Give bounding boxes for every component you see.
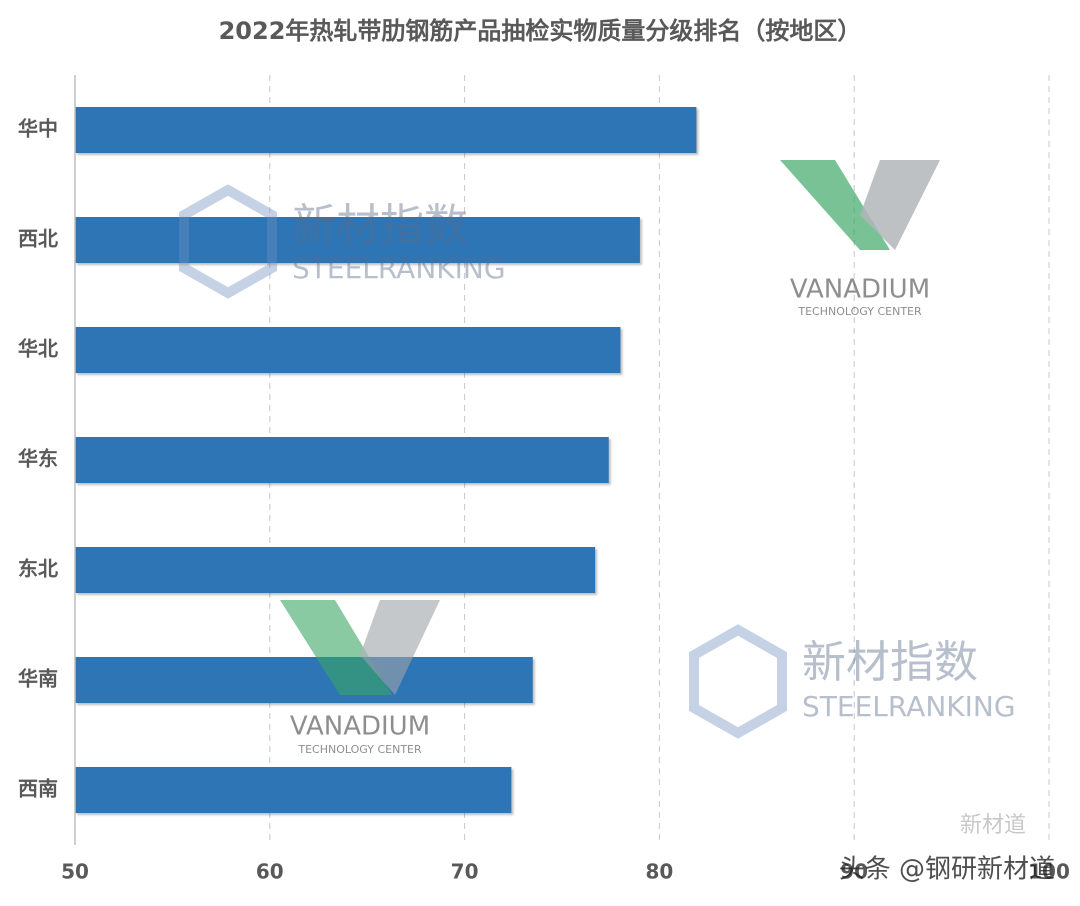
y-tick-label: 华南 — [18, 667, 58, 691]
bar — [75, 437, 609, 483]
bar — [75, 657, 533, 703]
watermark-text: VANADIUM — [290, 712, 430, 742]
y-tick-label: 西北 — [18, 227, 58, 251]
watermark-text: 新材指数 — [292, 200, 468, 251]
bar — [75, 217, 640, 263]
watermark-text: 头条 @钢研新材道 — [839, 855, 1055, 885]
chart-title: 2022年热轧带肋钢筋产品抽检实物质量分级排名（按地区） — [219, 17, 862, 45]
x-tick-label: 60 — [256, 860, 284, 884]
x-tick-label: 50 — [61, 860, 89, 884]
y-tick-label: 东北 — [18, 557, 58, 581]
x-tick-label: 100 — [1028, 860, 1070, 884]
watermark-text: 新材道 — [960, 813, 1026, 838]
x-tick-label: 70 — [451, 860, 479, 884]
bar — [75, 767, 512, 813]
watermark-text: STEELRANKING — [292, 252, 506, 285]
watermark-logo — [780, 160, 890, 250]
x-tick-label: 80 — [645, 860, 673, 884]
bar — [75, 547, 596, 593]
y-tick-label: 华北 — [18, 337, 58, 361]
y-tick-label: 西南 — [18, 777, 58, 801]
watermark-logo — [360, 600, 440, 695]
watermark-text: VANADIUM — [790, 275, 930, 305]
watermark: 新材指数 STEELRANKING 新材指数 STEELRANKING VANA… — [179, 160, 1055, 885]
y-tick-label: 华东 — [18, 447, 58, 471]
watermark-text: TECHNOLOGY CENTER — [297, 743, 422, 756]
watermark-text: 新材指数 — [802, 637, 978, 688]
watermark-logo — [689, 624, 787, 739]
bar — [75, 327, 621, 373]
watermark-logo — [860, 160, 940, 250]
watermark-logo — [179, 184, 277, 299]
watermark-text: STEELRANKING — [802, 690, 1016, 723]
y-tick-label: 华中 — [18, 117, 58, 141]
watermark-logo — [280, 600, 392, 695]
watermark-text: TECHNOLOGY CENTER — [797, 305, 922, 318]
bar — [75, 107, 697, 153]
x-tick-label: 90 — [840, 860, 868, 884]
